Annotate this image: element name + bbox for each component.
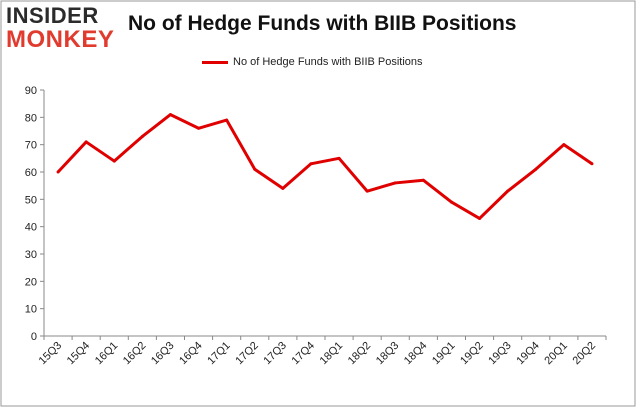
data-point	[112, 159, 116, 163]
data-point	[506, 189, 510, 193]
x-tick-label: 17Q1	[205, 340, 233, 368]
y-tick-label: 50	[25, 194, 37, 206]
data-point	[562, 143, 566, 147]
data-point	[197, 126, 201, 130]
data-point	[449, 200, 453, 204]
x-tick-label: 19Q4	[514, 340, 542, 368]
y-tick-label: 40	[25, 222, 37, 234]
y-tick-label: 10	[25, 304, 37, 316]
x-tick-label: 16Q3	[149, 340, 177, 368]
y-tick-label: 0	[31, 331, 37, 343]
x-tick-label: 15Q3	[37, 340, 65, 368]
y-axis-ticks: 0 10 20 30 40 50 60 70 80 90	[25, 85, 44, 343]
y-tick-label: 90	[25, 85, 37, 97]
x-tick-label: 17Q3	[261, 340, 289, 368]
data-point	[84, 140, 88, 144]
data-point	[168, 113, 172, 117]
x-tick-label: 17Q4	[290, 340, 318, 368]
logo-line-1: INSIDER	[6, 3, 99, 28]
x-tick-label: 19Q3	[486, 340, 514, 368]
x-tick-label: 16Q4	[177, 340, 205, 368]
x-tick-label: 18Q4	[402, 340, 430, 368]
x-tick-label: 19Q1	[430, 340, 458, 368]
insider-monkey-logo: INSIDER MONKEY	[6, 4, 118, 54]
legend-swatch	[202, 60, 228, 64]
y-tick-label: 30	[25, 249, 37, 261]
y-tick-label: 60	[25, 167, 37, 179]
data-point	[534, 167, 538, 171]
data-point	[140, 134, 144, 138]
legend-label: No of Hedge Funds with BIIB Positions	[233, 56, 423, 68]
x-tick-label: 15Q4	[65, 340, 93, 368]
data-point	[365, 189, 369, 193]
logo-line-2: MONKEY	[6, 26, 115, 53]
series-line	[56, 113, 593, 220]
data-point	[337, 156, 341, 160]
series-points	[56, 113, 594, 220]
chart-legend: No of Hedge Funds with BIIB Positions	[202, 56, 423, 68]
x-tick-label: 17Q2	[233, 340, 261, 368]
data-point	[393, 181, 397, 185]
y-tick-label: 20	[25, 276, 37, 288]
x-tick-label: 18Q3	[374, 340, 402, 368]
data-point	[421, 178, 425, 182]
data-point	[56, 170, 60, 174]
x-tick-label: 20Q2	[571, 340, 599, 368]
data-point	[478, 216, 482, 220]
data-point	[590, 162, 594, 166]
y-tick-label: 70	[25, 140, 37, 152]
x-tick-label: 20Q1	[542, 340, 570, 368]
data-point	[281, 186, 285, 190]
x-tick-label: 19Q2	[458, 340, 486, 368]
x-tick-label: 18Q1	[318, 340, 346, 368]
data-point	[225, 118, 229, 122]
x-tick-label: 16Q1	[93, 340, 121, 368]
x-axis-ticks: 15Q3 15Q4 16Q1 16Q2 16Q3 16Q4 17Q1 17Q2 17Q3 17Q4…	[37, 336, 607, 368]
data-point	[253, 167, 257, 171]
data-point	[309, 162, 313, 166]
chart-title: No of Hedge Funds with BIIB Positions	[128, 12, 517, 35]
x-tick-label: 16Q2	[121, 340, 149, 368]
x-tick-label: 18Q2	[346, 340, 374, 368]
y-tick-label: 80	[25, 112, 37, 124]
